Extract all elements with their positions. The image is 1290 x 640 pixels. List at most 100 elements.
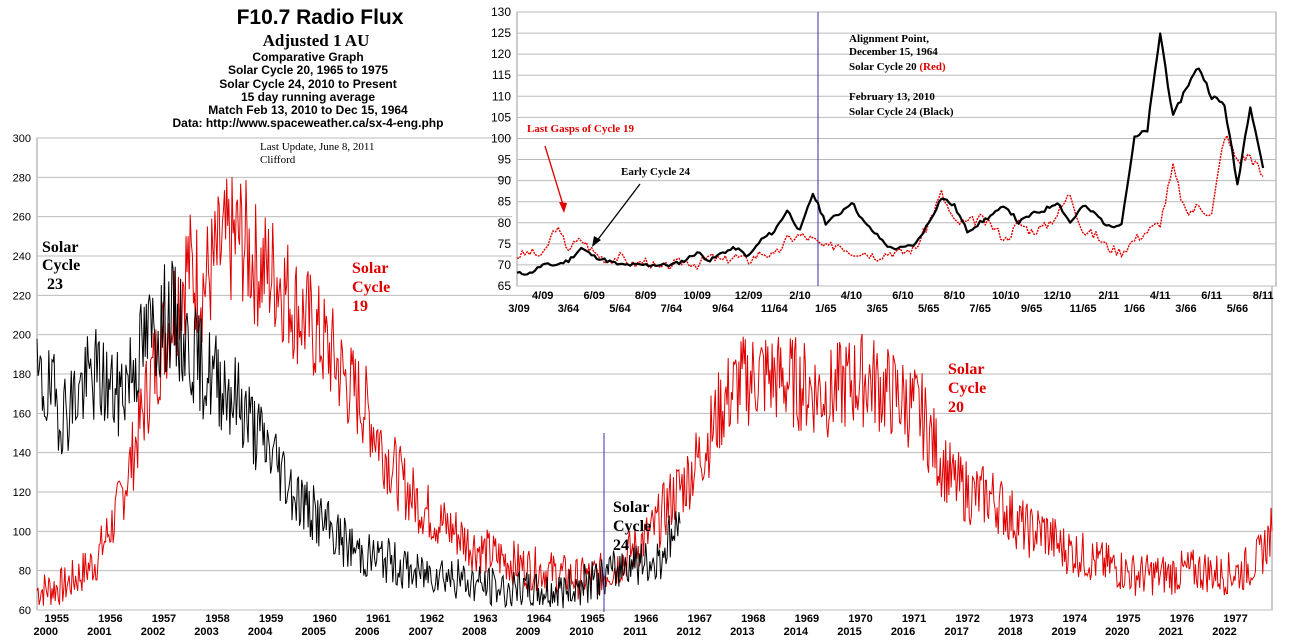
inset-x-tick-label-row1: 8/11 [1253,290,1274,302]
main-x-tick-label-top: 1964 [527,613,552,625]
inset-x-tick-label-row2: 1/66 [1124,303,1145,315]
header-line-3: Solar Cycle 24, 2010 to Present [219,77,396,91]
cycle23-label-line3: 23 [47,276,63,293]
inset-x-tick-label-row1: 12/10 [1044,290,1072,302]
inset-x-tick-label-row2: 5/64 [609,303,631,315]
chart-title: F10.7 Radio Flux [237,6,404,29]
cycle20-label-line3: 20 [948,399,964,416]
inset-x-tick-label-row2: 11/65 [1070,303,1097,315]
main-x-tick-label-bottom: 2013 [730,626,754,638]
early24-arrowhead [592,236,601,247]
main-x-tick-label-top: 1955 [45,613,69,625]
inset-y-tick-label: 75 [498,237,512,251]
cycle19-label-line2: Cycle [352,279,390,296]
inset-y-tick-label: 70 [498,258,512,272]
main-x-tick-label-top: 1977 [1223,613,1247,625]
inset-y-tick-label: 105 [491,110,511,124]
main-x-tick-label-top: 1975 [1116,613,1140,625]
main-x-tick-label-top: 1969 [795,613,819,625]
main-x-tick-label-top: 1971 [902,613,926,625]
alignment-red: (Red) [919,61,946,73]
inset-x-tick-label-row2: 1/65 [815,303,836,315]
cycle24-line: Solar Cycle 24 (Black) [849,106,954,118]
inset-y-tick-label: 90 [498,174,512,188]
main-y-tick-label: 180 [13,369,31,381]
inset-y-tick-label: 125 [491,26,511,40]
main-x-tick-label-bottom: 2005 [301,626,325,638]
inset-x-tick-label-row2: 3/66 [1175,303,1196,315]
main-x-tick-label-bottom: 2006 [355,626,379,638]
main-x-tick-label-bottom: 2020 [1105,626,1129,638]
main-x-tick-label-bottom: 2012 [676,626,700,638]
main-x-tick-label-bottom: 2009 [516,626,540,638]
main-y-tick-label: 280 [13,172,31,184]
main-x-tick-label-top: 1965 [580,613,604,625]
alignment-annotation: Alignment Point, December 15, 1964 Solar… [849,33,954,118]
main-x-tick-label-bottom: 2014 [784,626,809,638]
cycle23-label-line1: Solar [42,239,78,256]
series-cycle20-line [36,177,1273,606]
inset-y-tick-label: 115 [492,68,511,82]
inset-x-tick-label-row1: 8/10 [944,290,965,302]
inset-series-cycle20-line [516,134,1264,270]
main-x-tick-label-bottom: 2010 [569,626,593,638]
cycle19-label-line3: 19 [352,298,368,315]
author-text: Clifford [260,154,296,166]
header-line-4: 15 day running average [241,90,375,104]
cycle19-label: Solar Cycle 19 [352,260,390,315]
main-x-tick-label-top: 1962 [420,613,444,625]
cycle23-label: Solar Cycle 23 [42,239,80,293]
main-x-tick-label-top: 1963 [473,613,497,625]
header-line-2: Solar Cycle 20, 1965 to 1975 [228,63,388,77]
inset-x-tick-label-row1: 4/09 [532,290,553,302]
inset-x-tick-label-row2: 9/65 [1021,303,1042,315]
inset-x-tick-label-row1: 2/10 [789,290,810,302]
inset-x-tick-label-row1: 6/09 [583,290,604,302]
main-x-tick-label-bottom: 2007 [409,626,433,638]
inset-x-tick-label-row2: 5/65 [918,303,939,315]
inset-series-cycle24-line [516,32,1265,276]
inset-x-tick-label-row2: 7/64 [661,303,683,315]
main-x-tick-label-top: 1957 [152,613,176,625]
inset-x-tick-label-row2: 7/65 [969,303,990,315]
inset-x-tick-label-row1: 12/09 [735,290,763,302]
inset-y-tick-label: 110 [492,89,511,103]
main-y-tick-label: 120 [13,487,31,499]
last-update-text: Last Update, June 8, 2011 [260,141,374,153]
main-x-tick-label-bottom: 2011 [623,626,647,638]
main-y-tick-label: 200 [13,330,31,342]
cycle24-label-line1: Solar [613,499,649,516]
inset-x-tick-label-row2: 3/64 [558,303,580,315]
header-line-5: Match Feb 13, 2010 to Dec 15, 1964 [208,103,408,117]
inset-x-tick-label-row2: 5/66 [1227,303,1248,315]
main-x-tick-label-bottom: 2018 [998,626,1022,638]
inset-x-tick-label-row1: 6/11 [1201,290,1222,302]
inset-x-tick-label-row2: 3/65 [866,303,887,315]
main-x-tick-label-top: 1958 [205,613,229,625]
inset-y-tick-labels: 65 70 75 80 85 90 95 100 105 110 115 120 125 130 [491,5,511,293]
inset-y-tick-label: 130 [491,5,511,19]
cycle24-date: February 13, 2010 [849,91,935,103]
main-x-tick-label-bottom: 2019 [1052,626,1076,638]
inset-x-tick-label-row1: 10/10 [992,290,1020,302]
inset-x-tick-label-row1: 10/09 [683,290,711,302]
main-y-tick-label: 220 [13,290,31,302]
series-cycle23-24-line [36,260,681,609]
main-y-tick-label: 100 [13,526,31,538]
main-y-tick-label: 60 [19,605,31,617]
last-gasps-arrow-line [544,145,565,209]
inset-y-tick-label: 100 [491,131,511,145]
main-x-tick-label-top: 1961 [366,613,390,625]
cycle20-label: Solar Cycle 20 [948,361,986,416]
early24-arrow-line [595,183,641,243]
main-x-tick-label-bottom: 2021 [1159,626,1183,638]
main-x-tick-label-bottom: 2022 [1212,626,1236,638]
main-x-tick-label-top: 1976 [1170,613,1194,625]
inset-x-tick-label-row2: 3/09 [508,303,529,315]
main-y-tick-label: 260 [13,212,31,224]
main-y-tick-label: 80 [19,566,31,578]
main-y-tick-label: 240 [13,251,31,263]
main-x-tick-label-bottom: 2004 [248,626,273,638]
main-y-tick-label: 160 [13,408,31,420]
